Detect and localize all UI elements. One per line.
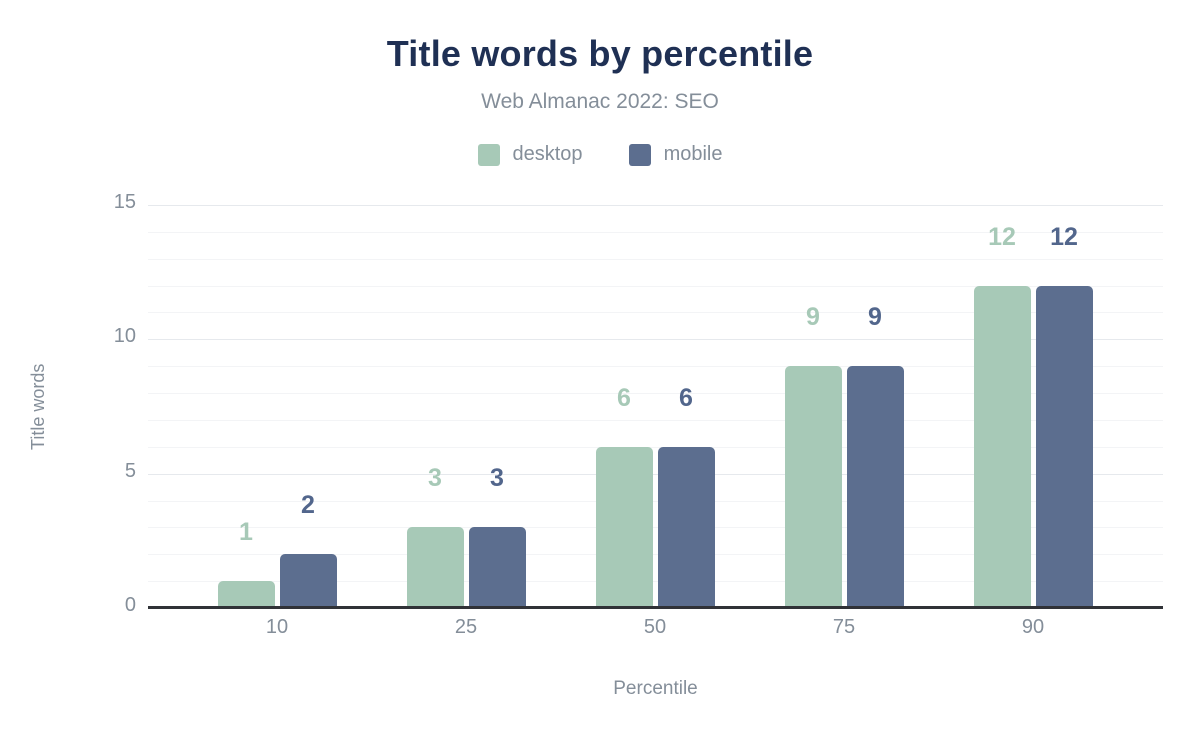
chart-subtitle: Web Almanac 2022: SEO — [481, 90, 719, 113]
desktop-value-label-p75: 9 — [806, 303, 820, 332]
chart-legend: desktop mobile — [0, 143, 1200, 166]
gridline-major — [148, 339, 1163, 341]
mobile-bar-p90 — [1035, 285, 1093, 608]
plot-area: 1 2 3 3 6 6 9 9 12 12 — [148, 205, 1163, 609]
desktop-bar-p90 — [973, 285, 1031, 608]
legend-label-mobile: mobile — [663, 143, 723, 165]
mobile-bar-p50 — [657, 446, 715, 608]
y-axis-title: Title words — [28, 363, 48, 450]
mobile-bar-p10 — [279, 554, 337, 608]
gridline-minor — [148, 581, 1163, 583]
x-axis-tick-90: 90 — [1021, 616, 1045, 638]
x-axis-tick-50: 50 — [643, 616, 667, 638]
legend-item-desktop: desktop — [477, 143, 583, 166]
legend-item-mobile: mobile — [628, 143, 723, 166]
gridline-minor — [148, 312, 1163, 314]
desktop-swatch-icon — [477, 143, 500, 166]
desktop-value-label-p90: 12 — [988, 222, 1016, 251]
gridline-minor — [148, 527, 1163, 529]
y-axis-tick: 5 — [124, 459, 136, 482]
gridline-minor — [148, 285, 1163, 287]
legend-label-desktop: desktop — [512, 143, 583, 165]
x-axis-tick-75: 75 — [832, 616, 856, 638]
y-axis-tick: 0 — [124, 594, 136, 616]
mobile-value-label-p50: 6 — [679, 383, 693, 412]
desktop-bar-p75 — [784, 366, 842, 608]
gridline-minor — [148, 554, 1163, 556]
mobile-bar-p75 — [846, 366, 904, 608]
mobile-value-label-p75: 9 — [868, 303, 882, 332]
desktop-value-label-p50: 6 — [617, 383, 631, 412]
mobile-swatch-icon — [628, 143, 651, 166]
desktop-bar-p25 — [406, 527, 464, 608]
desktop-value-label-p10: 1 — [239, 518, 253, 547]
gridline-major — [148, 205, 1163, 206]
mobile-value-label-p25: 3 — [490, 464, 504, 493]
gridline-minor — [148, 500, 1163, 502]
x-axis-title: Percentile — [613, 678, 698, 699]
gridline-minor — [148, 446, 1163, 448]
y-axis-tick: 10 — [113, 325, 136, 348]
gridline-minor — [148, 258, 1163, 260]
gridline-major — [148, 473, 1163, 475]
mobile-bar-p25 — [468, 527, 526, 608]
gridline-minor — [148, 231, 1163, 233]
desktop-bar-p50 — [595, 446, 653, 608]
chart-title: Title words by percentile — [386, 33, 814, 74]
bar-group-p90: 12 12 — [973, 205, 1093, 608]
mobile-value-label-p90: 12 — [1050, 222, 1078, 251]
x-axis-line — [148, 606, 1163, 609]
desktop-value-label-p25: 3 — [428, 464, 442, 493]
mobile-value-label-p10: 2 — [301, 491, 315, 520]
desktop-bar-p10 — [217, 581, 275, 608]
x-axis-tick-10: 10 — [265, 616, 289, 638]
gridline-minor — [148, 419, 1163, 421]
x-axis-tick-25: 25 — [454, 616, 478, 638]
gridline-minor — [148, 366, 1163, 368]
y-axis-tick: 15 — [113, 191, 136, 213]
gridline-minor — [148, 393, 1163, 395]
